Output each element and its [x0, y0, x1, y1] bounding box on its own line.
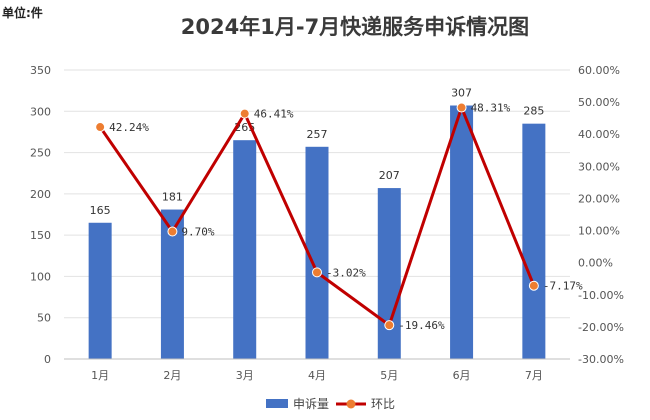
line-value-label: 42.24%	[109, 121, 149, 134]
right-tick-label: 30.00%	[578, 160, 620, 173]
right-tick-label: 0.00%	[578, 257, 613, 270]
bar-value-label: 257	[307, 128, 328, 141]
legend-swatch-marker	[346, 399, 356, 409]
left-tick-label: 0	[44, 353, 51, 366]
bar	[450, 105, 474, 360]
x-tick-label: 1月	[91, 369, 109, 382]
x-tick-label: 6月	[453, 369, 471, 382]
left-tick-label: 100	[30, 270, 51, 283]
right-tick-label: -30.00%	[578, 353, 624, 366]
left-tick-label: 200	[30, 188, 51, 201]
x-tick-label: 3月	[236, 369, 254, 382]
x-tick-label: 7月	[525, 369, 543, 382]
line-value-label: -7.17%	[543, 280, 583, 293]
bar	[522, 123, 546, 360]
bar-value-label: 307	[451, 87, 472, 100]
bar	[377, 188, 401, 359]
x-tick-label: 4月	[308, 369, 326, 382]
bar-value-label: 285	[523, 105, 544, 118]
chart-title: 2024年1月-7月快递服务申诉情况图	[181, 15, 529, 39]
bar-value-label: 165	[90, 204, 111, 217]
line-marker	[95, 122, 106, 133]
line-marker	[239, 108, 250, 119]
left-tick-label: 300	[30, 105, 51, 118]
bar	[233, 140, 257, 359]
bar	[88, 222, 112, 359]
left-tick-label: 350	[30, 64, 51, 77]
left-tick-label: 50	[37, 312, 51, 325]
unit-label: 单位:件	[2, 5, 43, 20]
right-tick-label: 10.00%	[578, 225, 620, 238]
left-tick-label: 150	[30, 229, 51, 242]
right-tick-label: -20.00%	[578, 321, 624, 334]
line-value-label: 46.41%	[254, 108, 294, 121]
bar-value-label: 181	[162, 191, 183, 204]
line-value-label: 48.31%	[471, 102, 511, 115]
right-tick-label: 20.00%	[578, 192, 620, 205]
line-marker	[384, 320, 395, 331]
right-axis: -30.00% -20.00% -10.00% 0.00% 10.00% 20.00% 30…	[578, 64, 624, 366]
x-tick-label: 5月	[380, 369, 398, 382]
right-tick-label: 50.00%	[578, 96, 620, 109]
line-marker	[528, 280, 539, 291]
left-axis: 0 50 100 150 200 250 300 350	[30, 64, 51, 366]
x-axis: 1月 2月 3月 4月 5月 6月 7月	[64, 358, 570, 382]
line-value-label: -3.02%	[326, 266, 366, 279]
right-tick-label: -10.00%	[578, 289, 624, 302]
line-marker	[312, 267, 322, 278]
legend-label-line: 环比	[371, 397, 395, 411]
bar	[305, 146, 329, 359]
bar	[160, 209, 184, 359]
line-value-label: -19.46%	[398, 319, 445, 332]
line-marker	[167, 226, 178, 237]
right-tick-label: 60.00%	[578, 64, 620, 77]
bar-value-label: 207	[379, 169, 400, 182]
left-tick-label: 250	[30, 147, 51, 160]
x-tick-label: 2月	[163, 369, 181, 382]
legend: 申诉量 环比	[266, 397, 395, 411]
right-tick-label: 40.00%	[578, 128, 620, 141]
line-series: 42.24% 9.70% 46.41% -3.02% -19.46% 48.31% -7.1…	[95, 102, 583, 332]
line-marker	[456, 102, 467, 113]
legend-swatch-bar	[266, 399, 288, 408]
line-value-label: 9.70%	[181, 226, 214, 239]
legend-label-bar: 申诉量	[293, 397, 329, 411]
